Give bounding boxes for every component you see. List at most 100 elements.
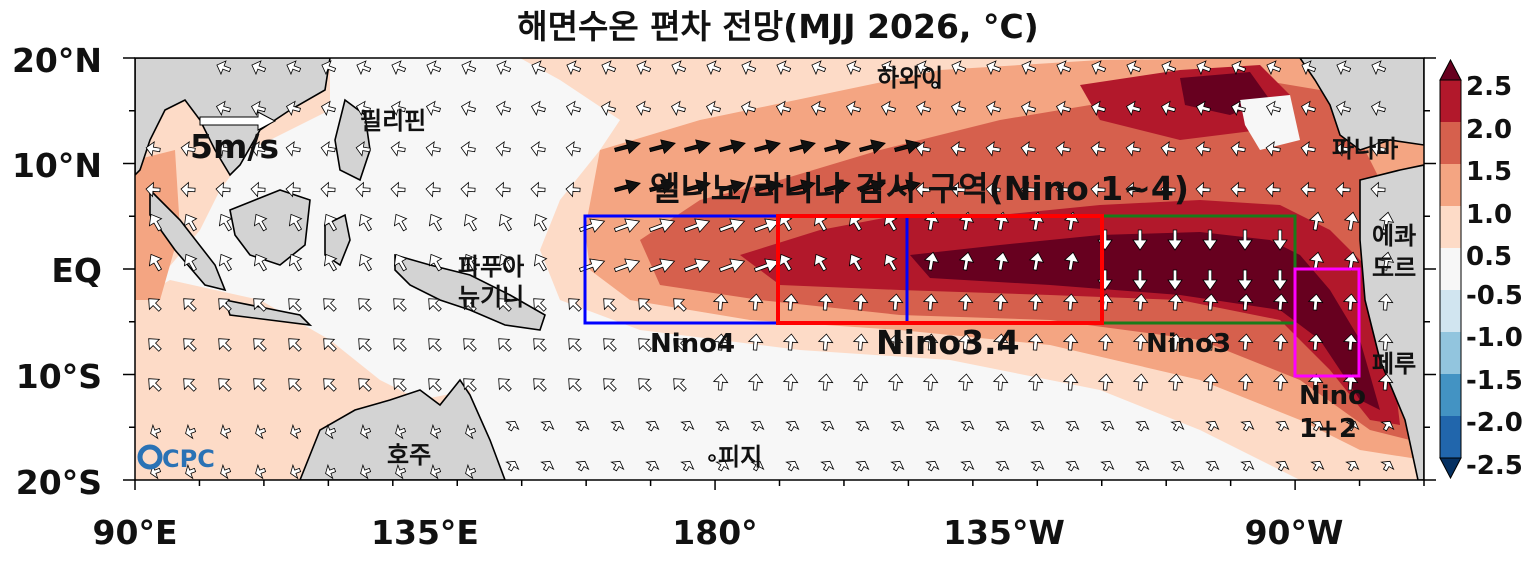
colorbar-label: 2.0 — [1466, 115, 1512, 145]
wind-arrow — [395, 463, 407, 480]
wind-arrow — [1125, 100, 1141, 116]
wind-arrow — [218, 253, 233, 272]
wind-arrow — [565, 141, 581, 157]
wind-arrow — [645, 420, 660, 432]
wind-vectors — [145, 60, 1395, 480]
wind-arrow — [1307, 293, 1324, 311]
wind-arrow — [922, 293, 939, 311]
wind-arrow — [600, 100, 616, 116]
wind-arrow — [649, 139, 676, 155]
wind-arrow — [855, 460, 870, 472]
wind-arrow — [183, 213, 198, 232]
wind-arrow — [288, 213, 303, 232]
wind-arrow — [890, 460, 905, 472]
wind-arrow — [285, 181, 301, 198]
wind-arrow — [1345, 420, 1360, 432]
wind-arrow — [673, 298, 687, 312]
wind-arrow — [824, 179, 851, 195]
wind-arrow — [789, 139, 816, 155]
wind-arrow — [1195, 100, 1211, 116]
wind-arrow — [610, 420, 625, 432]
wind-arrow — [1125, 181, 1141, 198]
wind-arrow — [846, 60, 862, 76]
wind-arrow — [1300, 141, 1316, 157]
wind-arrow — [498, 378, 512, 392]
wind-arrow — [894, 179, 921, 195]
wind-arrow — [565, 100, 581, 116]
wind-arrow — [750, 460, 765, 472]
wind-arrow — [1167, 229, 1183, 251]
wind-arrow — [985, 141, 1001, 157]
wind-arrow — [355, 141, 371, 157]
wind-arrow — [1230, 100, 1246, 116]
wind-arrow — [183, 378, 197, 392]
wind-arrow — [1027, 333, 1044, 351]
wind-arrow — [215, 100, 231, 116]
wind-arrow — [880, 100, 896, 116]
wind-arrow — [719, 139, 746, 155]
wind-arrow — [1370, 100, 1386, 116]
wind-arrow — [1272, 293, 1289, 311]
wind-arrow — [1240, 460, 1255, 472]
wind-arrow — [985, 181, 1001, 198]
wind-arrow — [460, 181, 476, 198]
lat-tick-label: EQ — [51, 251, 102, 290]
wind-arrow — [148, 338, 162, 352]
wind-arrow — [648, 218, 676, 233]
wind-arrow — [358, 298, 372, 312]
wind-arrow — [782, 293, 799, 311]
wind-arrow — [1167, 293, 1184, 311]
wind-arrow — [817, 373, 834, 391]
wind-arrow — [1055, 141, 1071, 157]
wind-arrow — [1272, 269, 1288, 291]
wind-arrow — [817, 333, 834, 351]
wind-arrow — [463, 378, 477, 392]
wind-arrow — [680, 460, 695, 472]
wind-arrow — [356, 60, 372, 76]
wind-arrow — [253, 338, 267, 352]
wind-arrow — [1310, 460, 1325, 472]
wind-arrow — [218, 338, 232, 352]
wind-arrow — [782, 373, 799, 391]
nino4-label: Nino4 — [650, 329, 735, 359]
wind-arrow — [610, 460, 625, 472]
wind-arrow — [1301, 60, 1317, 76]
wind-arrow — [1300, 100, 1316, 116]
wind-arrow — [428, 253, 443, 272]
wind-arrow — [995, 460, 1010, 472]
wind-arrow — [390, 141, 406, 157]
wind-arrow — [1090, 100, 1106, 116]
wind-arrow — [1132, 229, 1148, 251]
wind-arrow — [636, 60, 652, 76]
wind-arrow — [1380, 460, 1395, 472]
wind-arrow — [960, 460, 975, 472]
wind-arrow — [285, 100, 301, 116]
wind-arrow — [1308, 211, 1325, 231]
wind-arrow — [428, 298, 442, 312]
wind-arrow — [813, 253, 828, 272]
wind-arrow — [323, 213, 338, 232]
wind-arrow — [1055, 181, 1071, 198]
wind-arrow — [253, 213, 268, 232]
wind-arrow — [1380, 420, 1395, 432]
wind-arrow — [220, 463, 232, 480]
wind-arrow — [393, 253, 408, 272]
wind-arrow — [852, 333, 869, 351]
lat-tick-label: 10°N — [12, 146, 102, 185]
wind-arrow — [1090, 181, 1106, 198]
wind-arrow — [1336, 60, 1352, 76]
land-hawaii — [931, 81, 939, 89]
wind-arrow — [216, 60, 232, 76]
wind-arrow — [1195, 181, 1211, 198]
wind-arrow — [820, 460, 835, 472]
wind-arrow — [533, 378, 547, 392]
wind-arrow — [461, 60, 477, 76]
wind-arrow — [754, 179, 781, 195]
wind-arrow — [1237, 269, 1253, 291]
lat-tick-label: 20°N — [12, 41, 102, 80]
wind-arrow — [215, 181, 231, 198]
wind-arrow — [1020, 141, 1036, 157]
wind-arrow — [183, 338, 197, 352]
wind-arrow — [425, 181, 441, 198]
wind-reference-label: 5m/s — [190, 127, 279, 166]
